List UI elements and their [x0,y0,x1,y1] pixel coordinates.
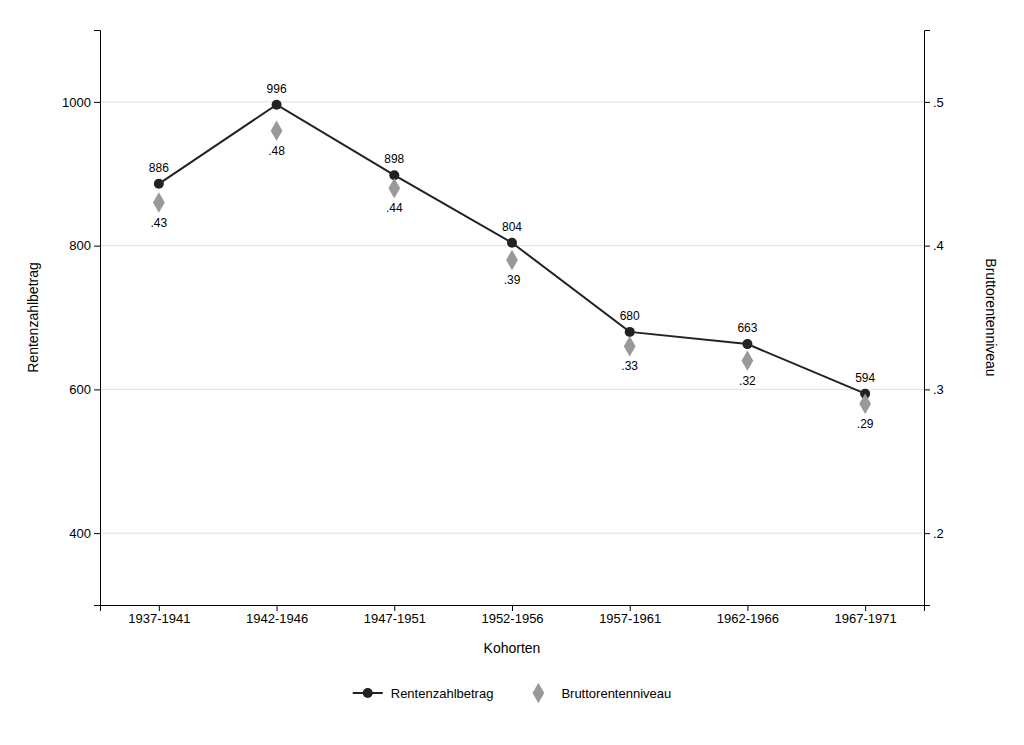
data-label: .43 [151,216,168,230]
tick: 1962-1966 [717,605,779,626]
data-label: 996 [267,82,287,96]
legend-swatch [533,683,545,703]
line [159,105,865,394]
grid [100,102,924,533]
tick: 1967-1971 [835,605,897,626]
circle-marker [154,179,164,189]
y-axis-title: Rentenzahlbetrag [25,262,41,373]
tick: .2 [924,526,944,541]
x-axis-title: Kohorten [484,640,541,656]
tick-mark [630,605,631,611]
tick: 1957-1961 [599,605,661,626]
data-label: 594 [855,371,875,385]
tick-mark [924,102,930,103]
tick: .3 [924,382,944,397]
data-label: .29 [857,417,874,431]
diamond-marker [859,394,871,414]
tick: 1942-1946 [246,605,308,626]
legend-label: Bruttorentenniveau [561,686,671,701]
tick-mark [747,605,748,611]
tick: 1947-1951 [364,605,426,626]
tick-label: 1967-1971 [835,611,897,626]
tick-label: 1947-1951 [364,611,426,626]
y-axis: 400 600 800 1000 [62,31,100,606]
axis-line [925,31,931,606]
tick: 1952-1956 [481,605,543,626]
data-label: .44 [386,201,403,215]
data-label: .33 [621,359,638,373]
tick: .5 [924,95,944,110]
diamond-marker [624,336,636,356]
diamond-marker [506,250,518,270]
tick-label: .4 [933,238,944,253]
diamond-marker [271,120,283,140]
grid-line [100,533,924,534]
tick-label: .3 [933,382,944,397]
diamond-marker [388,178,400,198]
tick-mark [394,605,395,611]
circle-marker [272,100,282,110]
data-label: 680 [620,309,640,323]
tick-mark [94,533,100,534]
plot: 1937-1941 1942-1946 1947-1951 1952-1956 1957… [25,31,999,657]
circle-marker [742,339,752,349]
tick-label: 1957-1961 [599,611,661,626]
tick-label: 1952-1956 [481,611,543,626]
tick: 600 [69,382,100,397]
data-label: .48 [268,144,285,158]
tick: 800 [69,238,100,253]
diamond-marker [742,350,754,370]
data-label: .39 [504,273,521,287]
circle-marker [625,327,635,337]
tick-label: 400 [69,526,91,541]
tick: 1000 [62,95,100,110]
legend-item: Rentenzahlbetrag [353,686,494,701]
legend-item: Bruttorentenniveau [533,683,672,703]
tick-label: .5 [933,95,944,110]
axis-line [94,31,101,606]
tick-mark [159,605,160,611]
tick-mark [94,389,100,390]
diamond-marker [153,192,165,212]
tick-mark [865,605,866,611]
tick-label: 1942-1946 [246,611,308,626]
data-label: 886 [149,161,169,175]
tick: 1937-1941 [128,605,190,626]
tick-label: 600 [69,382,91,397]
legend-swatch [363,688,373,698]
tick-mark [512,605,513,611]
series [154,100,870,399]
tick-mark [924,533,930,534]
axis-line [101,606,925,612]
data-label: 804 [502,220,522,234]
tick-mark [924,389,930,390]
tick-mark [94,102,100,103]
tick: 400 [69,526,100,541]
data-label: 663 [737,321,757,335]
chart: 1937-1941 1942-1946 1947-1951 1952-1956 1957… [0,0,1024,745]
tick: .4 [924,238,944,253]
data-label: 898 [384,152,404,166]
tick-mark [94,246,100,247]
series [153,120,871,414]
data-label: .32 [739,374,756,388]
tick-label: 800 [69,238,91,253]
tick-label: 1000 [62,95,91,110]
tick-label: .2 [933,526,944,541]
legend-label: Rentenzahlbetrag [391,686,494,701]
y2-axis: .2 .3 .4 .5 [924,31,944,606]
legend: Rentenzahlbetrag Bruttorentenniveau [353,683,672,703]
tick-label: 1937-1941 [128,611,190,626]
grid-line [100,389,924,390]
tick-mark [924,246,930,247]
data-labels: 886 996 898 804 680 663 594 .43 .48 .44 .39 .33 .32.… [149,82,876,431]
circle-marker [507,238,517,248]
y2-axis-title: Bruttorentenniveau [983,258,999,376]
marks [153,100,871,414]
tick-mark [277,605,278,611]
tick-label: 1962-1966 [717,611,779,626]
x-axis: 1937-1941 1942-1946 1947-1951 1952-1956 1957… [101,605,925,626]
grid-line [100,101,924,102]
